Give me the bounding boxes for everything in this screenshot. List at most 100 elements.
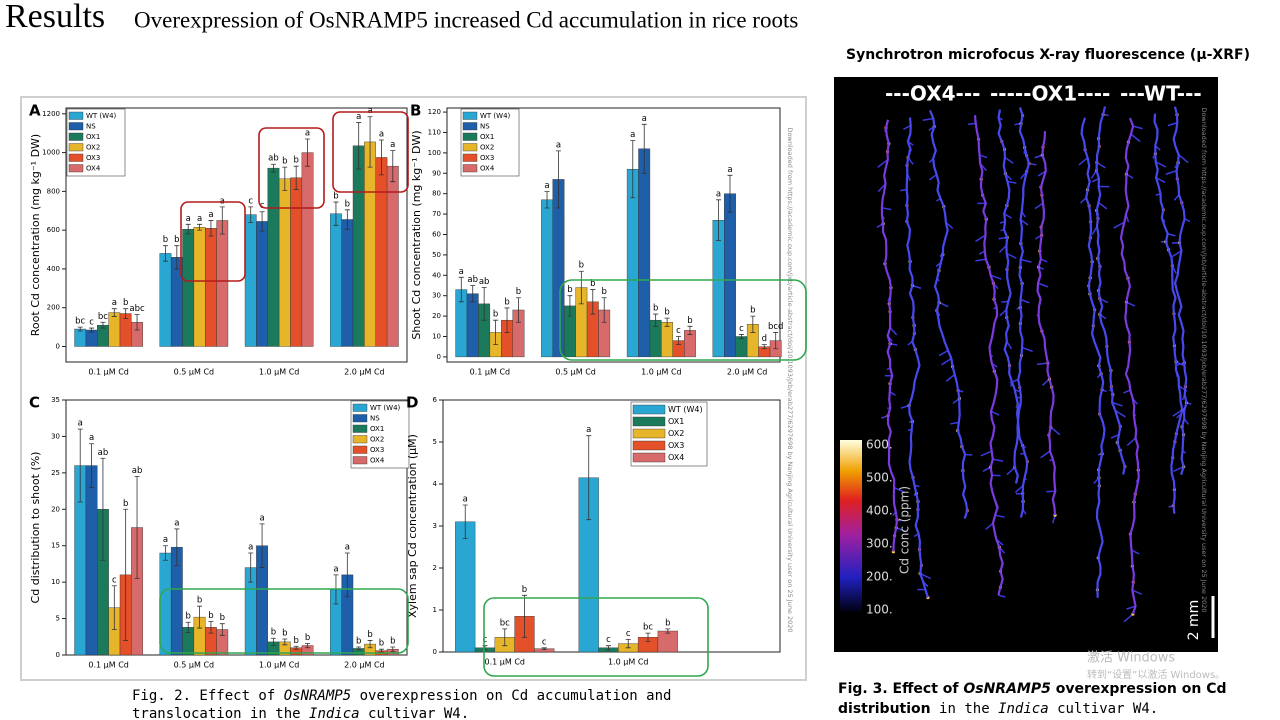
significance-letter: ab <box>132 466 143 476</box>
legend-label: WT (W4) <box>668 405 703 414</box>
lateral-root <box>1173 466 1184 472</box>
panel-letter: B <box>410 102 421 120</box>
error-bar <box>219 206 225 235</box>
error-bar <box>248 206 254 223</box>
slide-title: Results <box>5 0 105 35</box>
lateral-root <box>1126 437 1137 446</box>
y-tick-label: 110 <box>428 128 441 136</box>
lateral-root <box>877 159 889 168</box>
significance-letter: a <box>78 419 83 429</box>
caption-part: overexpression on Cd accumulation and <box>351 688 671 704</box>
chart: D Xylem sap Cd concentration (μM) 0 1 2 3 4 5 6 0… <box>406 394 781 667</box>
caption-part: Indica <box>998 701 1049 717</box>
error-bar <box>470 285 476 303</box>
significance-letter: a <box>727 165 732 175</box>
colorbar <box>840 440 862 612</box>
error-bar <box>123 308 129 319</box>
bar <box>244 214 257 347</box>
bar <box>735 336 748 358</box>
y-tick-label: 50 <box>432 251 441 259</box>
error-bar <box>219 623 225 636</box>
significance-letter: a <box>356 112 361 122</box>
significance-letter: c <box>676 326 681 336</box>
legend-swatch <box>462 153 478 162</box>
y-axis-label: Xylem sap Cd concentration (μM) <box>406 434 419 618</box>
caption-part: in the <box>931 701 998 717</box>
error-bar <box>750 315 756 333</box>
lateral-root <box>1007 180 1017 184</box>
significance-letter: a <box>112 298 117 308</box>
legend-swatch <box>462 132 478 141</box>
lateral-root <box>1155 177 1166 184</box>
legend-swatch <box>352 435 368 444</box>
legend-label: NS <box>480 122 490 130</box>
significance-letter: a <box>586 425 591 435</box>
significance-letter: a <box>305 129 310 139</box>
highlight-box <box>258 127 325 209</box>
lateral-root <box>1091 177 1100 183</box>
significance-letter: bcd <box>768 322 783 332</box>
legend-swatch <box>68 122 84 131</box>
xrf-image <box>834 77 1218 652</box>
significance-letter: a <box>716 189 721 199</box>
legend-label: OX1 <box>370 425 384 433</box>
significance-letter: c <box>542 637 547 647</box>
significance-letter: b <box>305 633 310 643</box>
error-bar <box>605 645 611 651</box>
error-bar <box>174 245 180 270</box>
significance-letter: b <box>522 585 527 595</box>
legend-label: OX2 <box>668 429 684 438</box>
x-tick-label: 1.0 μM Cd <box>641 368 681 377</box>
significance-letter: c <box>483 635 488 645</box>
error-bar <box>481 287 487 321</box>
error-bar <box>716 199 722 242</box>
bar <box>108 312 121 347</box>
legend-label: OX3 <box>370 446 384 454</box>
error-bar <box>100 457 106 561</box>
error-bar <box>504 307 510 333</box>
y-tick-label: 800 <box>47 187 60 195</box>
legend-label: WT (W4) <box>480 112 511 120</box>
significance-letter: bc <box>643 623 653 633</box>
caption-part: OsNRAMP5 <box>963 681 1051 697</box>
lateral-root <box>895 527 907 533</box>
scale-bar-label: 2 mm <box>1186 600 1202 641</box>
lateral-root <box>938 301 949 308</box>
y-tick-label: 0 <box>433 648 437 656</box>
lateral-root <box>1114 409 1126 418</box>
legend-swatch <box>68 111 84 120</box>
legend-swatch <box>68 132 84 141</box>
error-bar <box>378 139 384 176</box>
lateral-root <box>1009 378 1019 384</box>
significance-letter: a <box>345 543 350 553</box>
lateral-root <box>998 594 1006 598</box>
significance-letter: b <box>665 618 670 628</box>
error-bar <box>162 245 168 262</box>
error-bar <box>333 201 339 226</box>
error-bar <box>601 297 607 323</box>
lateral-root <box>889 327 898 336</box>
significance-letter: ab <box>98 448 109 458</box>
y-tick-label: 100 <box>428 149 441 157</box>
error-bar <box>174 528 180 566</box>
significance-letter: a <box>186 214 191 224</box>
legend: WT (W4) NS OX1 OX2 OX3 OX4 <box>460 108 520 177</box>
legend-swatch <box>632 416 666 427</box>
legend-label: OX4 <box>370 456 385 464</box>
legend-swatch <box>632 452 666 463</box>
lateral-root <box>1078 157 1089 166</box>
bar <box>216 220 229 347</box>
legend-label: OX2 <box>370 435 384 443</box>
significance-letter: a <box>556 140 561 150</box>
y-tick-label: 400 <box>47 265 60 273</box>
lateral-root <box>1131 589 1142 595</box>
root <box>880 119 899 552</box>
legend-swatch <box>632 404 666 415</box>
watermark: Downloaded from https://academic.oup.com… <box>1200 107 1208 612</box>
lateral-root <box>1096 161 1106 169</box>
significance-letter: c <box>89 318 94 328</box>
error-bar <box>586 435 592 521</box>
legend-swatch <box>352 445 368 454</box>
chart: C Cd distribution to shoot (%) 0 5 10 15 20 25 3… <box>29 394 410 670</box>
